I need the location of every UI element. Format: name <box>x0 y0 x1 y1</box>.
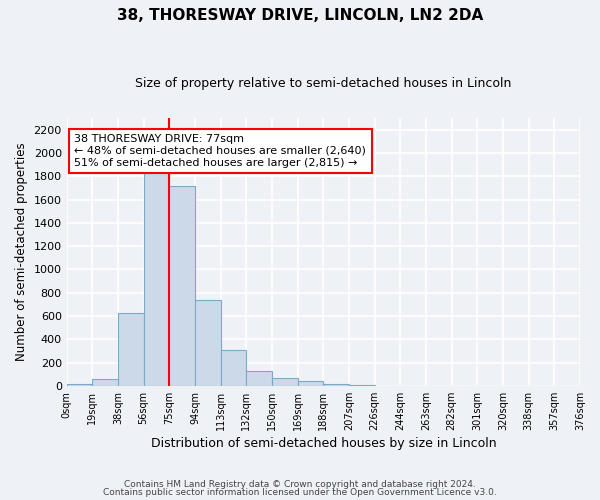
Text: 38, THORESWAY DRIVE, LINCOLN, LN2 2DA: 38, THORESWAY DRIVE, LINCOLN, LN2 2DA <box>117 8 483 22</box>
Text: 38 THORESWAY DRIVE: 77sqm
← 48% of semi-detached houses are smaller (2,640)
51% : 38 THORESWAY DRIVE: 77sqm ← 48% of semi-… <box>74 134 366 168</box>
Text: Contains public sector information licensed under the Open Government Licence v3: Contains public sector information licen… <box>103 488 497 497</box>
Bar <box>298 381 323 386</box>
Bar <box>272 378 298 386</box>
Bar <box>349 385 374 386</box>
Bar <box>92 380 118 386</box>
Title: Size of property relative to semi-detached houses in Lincoln: Size of property relative to semi-detach… <box>135 78 512 90</box>
Bar <box>118 313 143 386</box>
Bar <box>195 300 221 386</box>
X-axis label: Distribution of semi-detached houses by size in Lincoln: Distribution of semi-detached houses by … <box>151 437 496 450</box>
Text: Contains HM Land Registry data © Crown copyright and database right 2024.: Contains HM Land Registry data © Crown c… <box>124 480 476 489</box>
Bar <box>323 384 349 386</box>
Bar <box>67 384 92 386</box>
Bar <box>247 370 272 386</box>
Bar <box>169 186 195 386</box>
Y-axis label: Number of semi-detached properties: Number of semi-detached properties <box>15 142 28 361</box>
Bar <box>221 350 247 386</box>
Bar <box>143 173 169 386</box>
